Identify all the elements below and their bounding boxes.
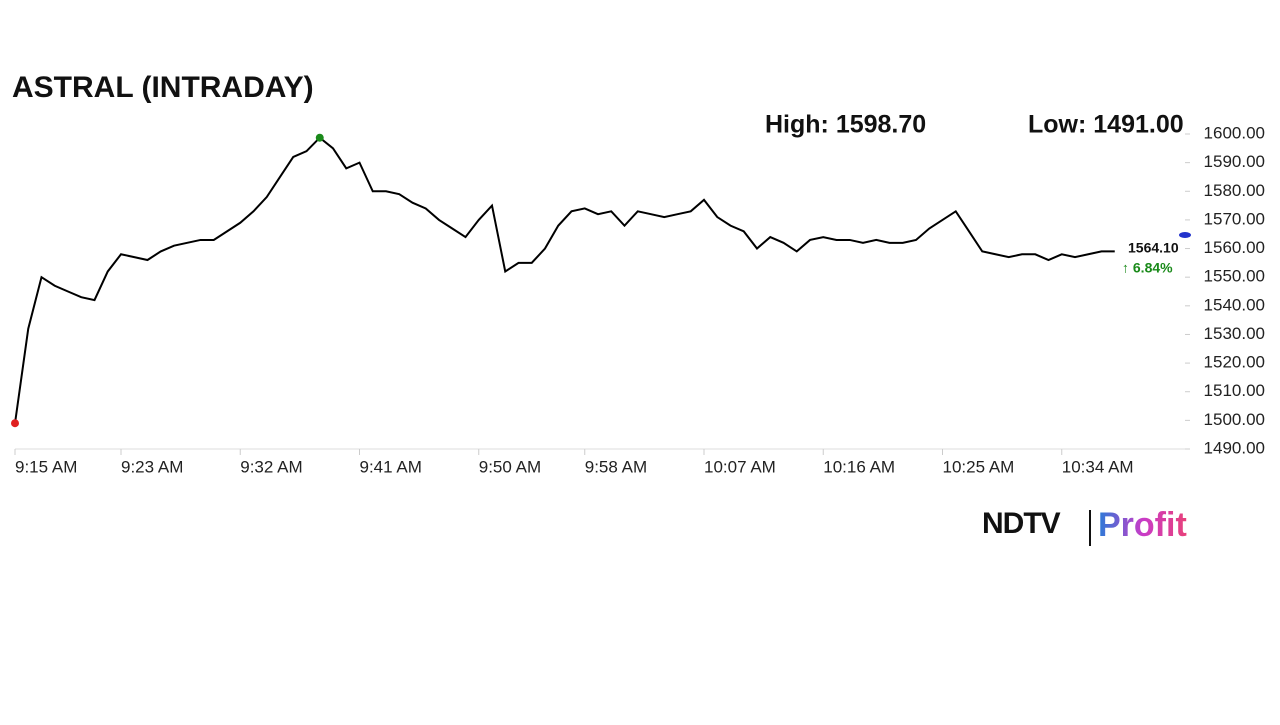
y-tick-label: 1540.00: [1204, 295, 1265, 314]
low-label: Low: 1491.00: [1028, 111, 1184, 139]
open-point: [11, 419, 19, 428]
change-label: ↑ 6.84%: [1122, 260, 1173, 276]
y-tick-label: 1510.00: [1204, 381, 1265, 400]
x-tick-label: 9:58 AM: [585, 457, 647, 476]
y-tick-label: 1600.00: [1204, 123, 1265, 142]
logo-right: Profit: [1098, 506, 1187, 544]
x-tick-label: 10:34 AM: [1062, 457, 1134, 476]
y-tick-label: 1500.00: [1204, 410, 1265, 429]
y-tick-label: 1490.00: [1204, 438, 1265, 457]
chart-title: ASTRAL (INTRADAY): [12, 71, 314, 104]
y-tick-label: 1570.00: [1204, 209, 1265, 228]
high-label: High: 1598.70: [765, 111, 926, 139]
price-line: [14, 136, 1115, 424]
end-marker: [1179, 232, 1191, 238]
y-tick-label: 1520.00: [1204, 353, 1265, 372]
x-tick-label: 9:50 AM: [479, 457, 541, 476]
x-tick-label: 10:07 AM: [704, 457, 776, 476]
last-price: 1564.10: [1128, 240, 1179, 256]
y-tick-label: 1580.00: [1204, 181, 1265, 200]
x-tick-label: 9:15 AM: [15, 457, 77, 476]
x-tick-label: 9:32 AM: [240, 457, 302, 476]
x-tick-label: 10:16 AM: [823, 457, 895, 476]
x-tick-label: 9:23 AM: [121, 457, 183, 476]
x-tick-label: 9:41 AM: [360, 457, 422, 476]
logo-left: NDTV: [982, 507, 1061, 540]
y-tick-label: 1530.00: [1204, 324, 1265, 343]
x-tick-label: 10:25 AM: [943, 457, 1015, 476]
y-tick-label: 1550.00: [1204, 267, 1265, 286]
y-tick-label: 1560.00: [1204, 238, 1265, 257]
high-point: [315, 133, 324, 142]
y-tick-label: 1590.00: [1204, 152, 1265, 171]
